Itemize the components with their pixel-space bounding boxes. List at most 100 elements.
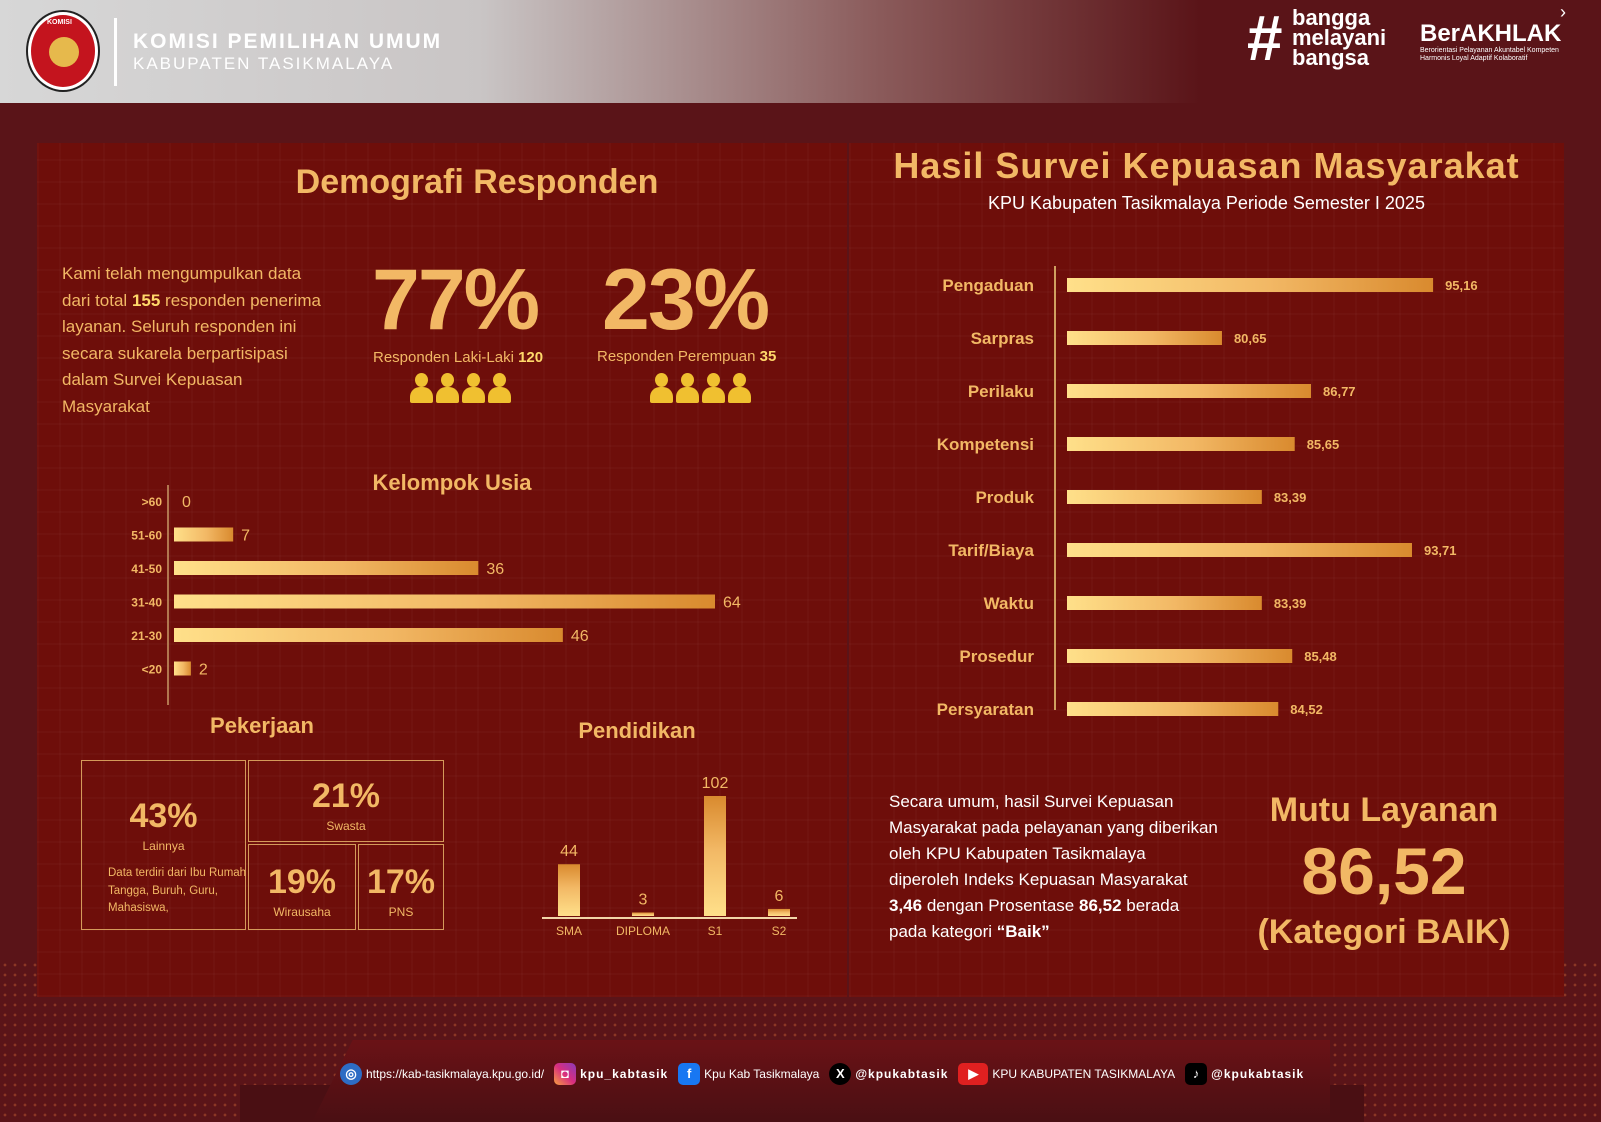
berakhlak-logo: BerAKHLAK: [1420, 20, 1562, 47]
bangga-line: melayani: [1292, 25, 1387, 50]
ikm-bar: [1067, 384, 1312, 398]
garuda-emblem-icon: [49, 37, 79, 67]
occupation-title: Pekerjaan: [210, 713, 314, 738]
facebook-icon: f: [678, 1063, 701, 1085]
age-bar: [174, 527, 234, 542]
education-bar: [768, 908, 790, 916]
survey-panel: Hasil Survei Kepuasan Masyarakat KPU Kab…: [849, 143, 1564, 997]
swasta-label: Swasta: [326, 819, 366, 833]
person-icon: [487, 373, 511, 405]
ikm-category-label: Tarif/Biaya: [948, 541, 1034, 560]
ikm-value-label: 80,65: [1234, 331, 1267, 346]
footer-links: ◎ https://kab-tasikmalaya.kpu.go.id/ ◘ k…: [340, 1063, 1304, 1085]
lainnya-label: Lainnya: [142, 839, 185, 853]
age-category-label: 51-60: [131, 529, 162, 543]
summary-percentage: 86,52: [1079, 896, 1122, 915]
youtube-link[interactable]: ▶ KPU KABUPATEN TASIKMALAYA: [958, 1063, 1175, 1085]
intro-text: Kami telah mengumpulkan data dari total …: [62, 261, 332, 420]
ikm-category-label: Waktu: [984, 594, 1034, 613]
female-people-icons: [649, 373, 751, 405]
website-text: https://kab-tasikmalaya.kpu.go.id/: [366, 1067, 545, 1081]
occupation-swasta: 21% Swasta: [248, 760, 444, 842]
education-category-label: DIPLOMA: [616, 924, 670, 938]
education-category-label: S2: [772, 924, 787, 938]
education-chart-title: Pendidikan: [578, 718, 696, 743]
pns-label: PNS: [388, 905, 414, 919]
age-chart: >60 0 51-60 7 41-50 36 31-40 64 21-30 46 <20 2: [131, 485, 741, 705]
instagram-link[interactable]: ◘ kpu_kabtasik: [554, 1063, 668, 1085]
age-value-label: 2: [199, 662, 208, 679]
hashtag-icon: #: [1246, 2, 1282, 74]
chevron-right-icon: ›: [1560, 2, 1566, 22]
facebook-link[interactable]: f Kpu Kab Tasikmalaya: [678, 1063, 819, 1085]
facebook-text: Kpu Kab Tasikmalaya: [704, 1067, 820, 1081]
ikm-bar: [1067, 490, 1262, 504]
male-percentage: 77%: [372, 252, 540, 348]
person-icon: [409, 373, 433, 405]
education-bar: [704, 796, 726, 916]
age-category-label: >60: [142, 495, 163, 509]
bangga-line: bangga: [1292, 5, 1371, 30]
age-value-label: 64: [723, 595, 741, 612]
summary-text: Secara umum, hasil Survei Kepuasan Masya…: [889, 789, 1219, 945]
intro-count: 155: [131, 290, 161, 310]
tiktok-icon: ♪: [1185, 1063, 1208, 1085]
lainnya-note: Data terdiri dari Ibu Rumah Tangga, Buru…: [108, 867, 247, 914]
summary-index: 3,46: [889, 896, 923, 915]
age-value-label: 36: [486, 561, 504, 578]
ikm-bar: [1067, 543, 1412, 557]
person-icon: [727, 373, 751, 405]
website-link[interactable]: ◎ https://kab-tasikmalaya.kpu.go.id/: [340, 1063, 544, 1085]
instagram-icon: ◘: [554, 1063, 577, 1085]
female-label: Responden Perempuan 35: [597, 348, 776, 365]
occupation-wirausaha: 19% Wirausaha: [248, 844, 356, 930]
age-category-label: 21-30: [131, 629, 162, 643]
lainnya-pct: 43%: [129, 797, 198, 835]
tiktok-link[interactable]: ♪ @kpukabtasik: [1185, 1063, 1304, 1085]
ikm-value-label: 85,65: [1307, 437, 1340, 452]
ikm-category-label: Persyaratan: [937, 700, 1034, 719]
ikm-bar: [1067, 649, 1293, 663]
female-count: 35: [759, 348, 777, 365]
person-icon: [435, 373, 459, 405]
age-bar: [174, 594, 715, 609]
education-value-label: 44: [560, 843, 578, 860]
age-category-label: <20: [142, 663, 163, 677]
globe-icon: ◎: [340, 1063, 362, 1085]
x-text: @kpukabtasik: [855, 1067, 949, 1081]
mutu-category: (Kategori BAIK): [1257, 913, 1511, 951]
mutu-value: 86,52: [1301, 834, 1467, 908]
youtube-text: KPU KABUPATEN TASIKMALAYA: [992, 1067, 1176, 1081]
summary-category: “Baik”: [996, 922, 1050, 941]
male-people-icons: [409, 373, 511, 405]
footer: [312, 1040, 1330, 1122]
survey-title: Hasil Survei Kepuasan Masyarakat: [893, 145, 1520, 186]
intro-pre: Kami telah mengumpulkan data dari total: [62, 264, 302, 310]
age-bar: [174, 628, 563, 642]
x-icon: X: [829, 1063, 852, 1085]
instagram-text: kpu_kabtasik: [580, 1067, 669, 1081]
summary-mid: dengan Prosentase: [922, 896, 1079, 915]
bangga-line: bangsa: [1292, 45, 1370, 70]
tiktok-text: @kpukabtasik: [1211, 1067, 1305, 1081]
mutu-title: Mutu Layanan: [1269, 791, 1499, 829]
youtube-icon: ▶: [958, 1063, 989, 1085]
female-label-text: Responden Perempuan: [597, 348, 760, 365]
age-value-label: 0: [182, 494, 191, 511]
ikm-value-label: 85,48: [1304, 649, 1337, 664]
pns-pct: 17%: [366, 863, 436, 901]
ikm-value-label: 83,39: [1274, 596, 1307, 611]
header-divider: [114, 18, 117, 86]
x-link[interactable]: X @kpukabtasik: [829, 1063, 948, 1085]
ikm-bar: [1067, 596, 1262, 610]
ikm-value-label: 93,71: [1424, 543, 1457, 558]
ikm-category-label: Kompetensi: [937, 435, 1034, 454]
header: KOMISI KOMISI PEMILIHAN UMUM KABUPATEN T…: [0, 0, 1601, 103]
ikm-value-label: 95,16: [1445, 278, 1478, 293]
female-percentage: 23%: [602, 252, 770, 348]
ikm-category-label: Perilaku: [968, 382, 1034, 401]
logo-text: KOMISI: [47, 19, 72, 26]
ikm-chart: Pengaduan 95,16 Sarpras 80,65 Perilaku 86,77 K…: [937, 266, 1478, 719]
age-category-label: 31-40: [131, 596, 162, 610]
education-value-label: 6: [775, 888, 784, 905]
